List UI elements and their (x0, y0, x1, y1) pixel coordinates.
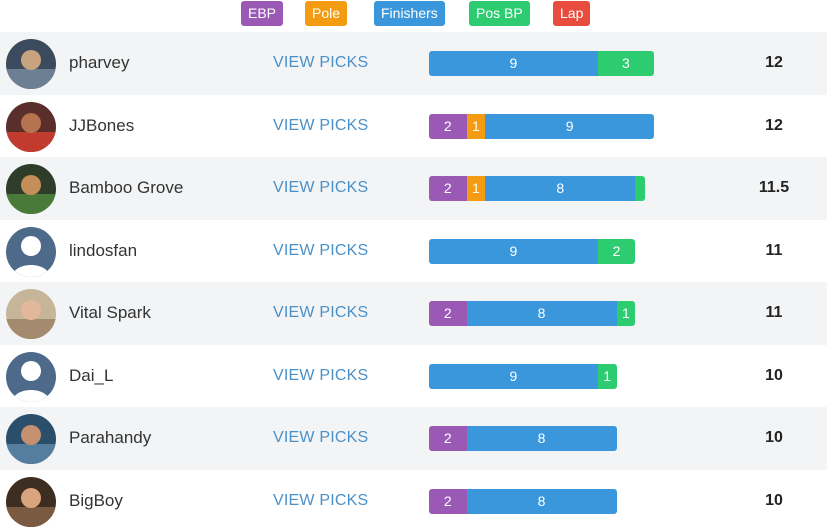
legend: EBP Pole Finishers Pos BP Lap (0, 0, 827, 32)
total-points: 11 (740, 220, 808, 283)
bar-segment-fin: 8 (467, 489, 617, 514)
total-points: 11 (740, 282, 808, 345)
bar-segment-ebp: 2 (429, 489, 467, 514)
user-avatar[interactable] (6, 164, 56, 214)
bar-segment-pole: 1 (467, 114, 486, 139)
user-avatar[interactable] (6, 102, 56, 152)
bar-segment-posbp: 1 (598, 364, 617, 389)
bar-segment-ebp: 2 (429, 426, 467, 451)
total-points: 11.5 (740, 157, 808, 220)
username[interactable]: Vital Spark (69, 282, 151, 345)
total-points: 12 (740, 95, 808, 158)
bar-segment-posbp: 3 (598, 51, 654, 76)
legend-chip-lap: Lap (553, 1, 590, 26)
bar-segment-pole: 1 (467, 176, 486, 201)
user-avatar[interactable] (6, 289, 56, 339)
total-points: 10 (740, 470, 808, 532)
user-avatar[interactable] (6, 39, 56, 89)
bar-segment-posbp: 2 (598, 239, 636, 264)
bar-segment-fin: 8 (485, 176, 635, 201)
bar-segment-ebp: 2 (429, 176, 467, 201)
username[interactable]: pharvey (69, 32, 129, 95)
view-picks-link[interactable]: VIEW PICKS (273, 470, 368, 532)
total-points: 12 (740, 32, 808, 95)
username[interactable]: Parahandy (69, 407, 151, 470)
bar-segment-fin: 9 (429, 51, 598, 76)
bar-segment-fin: 8 (467, 301, 617, 326)
view-picks-link[interactable]: VIEW PICKS (273, 95, 368, 158)
view-picks-link[interactable]: VIEW PICKS (273, 407, 368, 470)
user-avatar[interactable] (6, 414, 56, 464)
default-avatar-icon[interactable] (6, 227, 56, 277)
bar-segment-fin: 8 (467, 426, 617, 451)
legend-chip-pos-bp: Pos BP (469, 1, 530, 26)
default-avatar-icon[interactable] (6, 352, 56, 402)
view-picks-link[interactable]: VIEW PICKS (273, 32, 368, 95)
view-picks-link[interactable]: VIEW PICKS (273, 345, 368, 408)
bar-segment-fin: 9 (429, 239, 598, 264)
bar-segment-ebp: 2 (429, 301, 467, 326)
bar-segment-posbp (635, 176, 644, 201)
bar-segment-ebp: 2 (429, 114, 467, 139)
username[interactable]: BigBoy (69, 470, 123, 532)
bar-segment-fin: 9 (429, 364, 598, 389)
legend-chip-ebp: EBP (241, 1, 283, 26)
username[interactable]: Bamboo Grove (69, 157, 183, 220)
view-picks-link[interactable]: VIEW PICKS (273, 282, 368, 345)
legend-chip-finishers: Finishers (374, 1, 445, 26)
username[interactable]: lindosfan (69, 220, 137, 283)
username[interactable]: Dai_L (69, 345, 113, 408)
bar-segment-posbp: 1 (617, 301, 636, 326)
user-avatar[interactable] (6, 477, 56, 527)
view-picks-link[interactable]: VIEW PICKS (273, 157, 368, 220)
total-points: 10 (740, 407, 808, 470)
view-picks-link[interactable]: VIEW PICKS (273, 220, 368, 283)
username[interactable]: JJBones (69, 95, 134, 158)
total-points: 10 (740, 345, 808, 408)
bar-segment-fin: 9 (485, 114, 654, 139)
legend-chip-pole: Pole (305, 1, 347, 26)
